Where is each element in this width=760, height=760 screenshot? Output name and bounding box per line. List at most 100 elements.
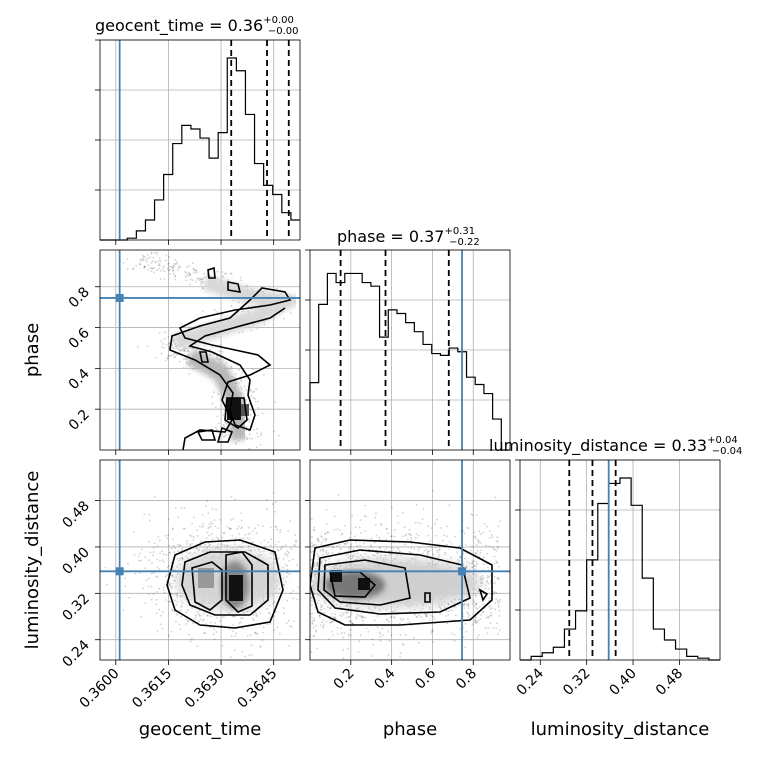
sample-point [425,613,428,616]
sample-point [234,498,237,501]
sample-point [183,350,186,353]
sample-point [376,557,378,560]
sample-point [252,397,255,399]
sample-point [346,605,349,607]
sample-point [349,620,351,622]
sample-point [407,618,409,621]
sample-point [206,550,208,553]
sample-point [387,654,390,656]
sample-point [324,599,326,602]
sample-point [489,581,492,584]
sample-point [458,598,461,601]
sample-point [392,547,395,550]
sample-point [170,547,173,550]
sample-point [195,270,198,272]
sample-point [336,627,339,629]
sample-point [320,535,322,537]
sample-point [446,622,449,625]
sample-point [254,632,256,634]
sample-point [443,534,445,537]
sample-point [126,258,129,260]
sample-point [222,359,225,361]
sample-point [248,418,250,421]
sample-point [497,604,500,606]
sample-point [232,518,235,520]
sample-point [195,269,198,271]
sample-point [441,603,443,606]
sample-point [316,602,319,605]
sample-point [250,653,253,656]
sample-point [273,562,276,564]
sample-point [269,552,272,555]
sample-point [171,266,174,269]
sample-point [310,604,313,606]
sample-point [319,595,322,597]
sample-point [187,347,190,350]
sample-point [215,536,218,539]
sample-point [206,549,209,551]
sample-point [316,538,319,541]
sample-point [132,268,135,270]
sample-point [318,614,321,617]
contour-line [166,539,284,629]
sample-point [474,594,477,597]
sample-point [150,261,153,264]
sample-point [239,545,242,548]
sample-point [179,595,182,598]
sample-point [498,609,501,612]
sample-point [296,598,299,601]
sample-point [139,552,142,555]
sample-point [336,603,338,606]
sample-point [475,544,478,546]
title-phase: phase = 0.37+0.31 −0.22 [337,226,480,248]
sample-point [197,549,200,551]
sample-point [457,598,460,601]
sample-point [145,260,148,263]
sample-point [387,620,390,623]
x-tick-label: 0.24 [514,665,547,698]
sample-point [223,544,226,546]
sample-point [294,544,297,547]
sample-point [149,267,152,270]
sample-point [147,585,150,588]
sample-point [421,518,424,521]
sample-point [191,553,194,555]
sample-point [170,609,173,611]
sample-point [219,344,222,346]
sample-point [167,518,170,521]
ylabel-luminosity-distance: luminosity_distance [22,471,43,650]
sample-point [225,544,228,547]
sample-point [465,603,468,606]
sample-point [156,544,159,547]
sample-point [488,536,491,539]
panel-content [104,491,299,658]
sample-point [375,512,377,515]
sample-point [320,561,323,564]
sample-point [293,544,295,546]
sample-point [471,599,474,601]
sample-point [168,256,170,259]
sample-point [316,665,318,667]
sample-point [226,279,229,282]
sample-point [215,631,218,634]
sample-point [326,553,328,555]
sample-point [286,568,289,571]
contour-line [227,281,242,293]
sample-point [261,639,264,642]
contour-line [207,266,216,279]
sample-point [390,616,393,619]
sample-point [170,587,173,590]
sample-point [288,551,290,554]
sample-point [289,520,292,523]
sample-point [253,390,255,393]
sample-point [290,626,293,628]
sample-point [484,587,487,590]
sample-point [399,550,401,552]
sample-point [459,628,462,630]
sample-point [475,514,478,516]
sample-point [497,525,500,528]
sample-point [160,614,163,617]
sample-point [456,551,459,553]
sample-point [347,607,350,610]
sample-point [257,435,260,438]
